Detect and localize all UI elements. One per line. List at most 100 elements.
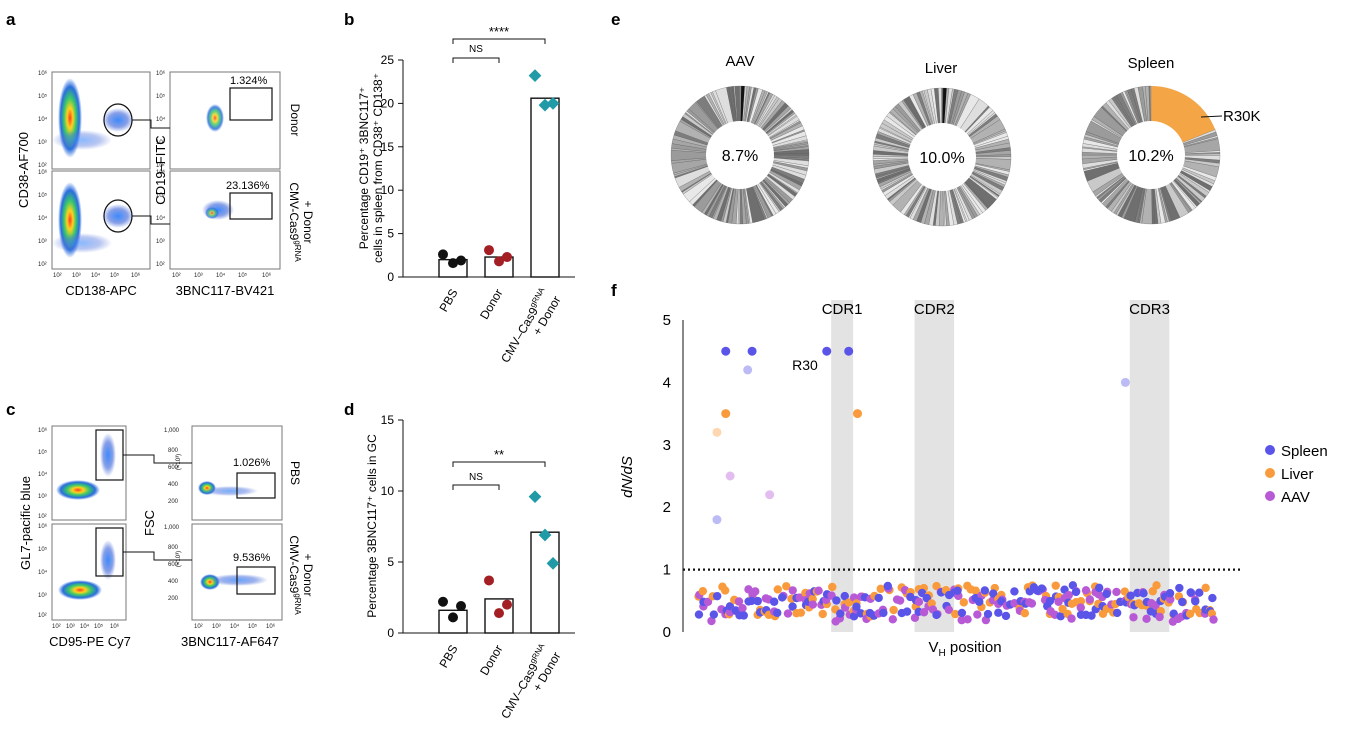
flow-a-ytick: 10⁴ <box>156 116 166 123</box>
data-point-aav <box>1166 595 1175 604</box>
data-point-spleen <box>983 609 993 619</box>
flow-c-fsc-tick: 200 <box>168 596 179 602</box>
donut-slice <box>1150 85 1152 156</box>
data-point-spleen <box>712 591 722 601</box>
data-point-liver <box>951 609 960 619</box>
data-point-spleen <box>773 608 782 618</box>
data-point-aav <box>1142 614 1151 624</box>
data-point-d <box>494 608 504 619</box>
data-point-aav <box>808 600 818 609</box>
chart-d-ytick-label: 10 <box>381 484 395 498</box>
data-point-b <box>494 256 504 267</box>
data-point-b <box>528 69 542 82</box>
flow-c-plot-left-top <box>51 425 127 521</box>
flow-c-xtick: 10⁶ <box>266 623 276 630</box>
data-point-aav <box>1085 595 1095 604</box>
data-point-spleen <box>844 346 854 356</box>
flow-c-xtick: 10² <box>194 624 203 630</box>
data-point-liver <box>959 598 969 607</box>
data-point-liver <box>1051 581 1060 590</box>
data-point-spleen <box>743 365 753 375</box>
data-point-spleen <box>989 589 998 598</box>
panel-label-f: f <box>611 281 617 300</box>
flow-c-ytick: 10² <box>38 613 47 619</box>
flow-c-xtick: 10³ <box>66 624 75 630</box>
flow-c-gate-rect-bottom <box>236 566 276 595</box>
chart-d-ylabel: Percentage 3BNC117⁺ cells in GC <box>365 434 379 618</box>
chart-f-ytick-label: 0 <box>663 624 671 641</box>
flow-a-xtick: 10⁵ <box>110 272 120 279</box>
chart-f-ytick-label: 4 <box>663 374 671 391</box>
data-point-spleen <box>769 597 779 606</box>
flow-a-xtick: 10² <box>172 273 181 279</box>
flow-a-ytick: 10³ <box>156 239 165 245</box>
flow-c-fsc-tick: 1,000 <box>164 428 180 434</box>
data-point-spleen <box>957 608 967 618</box>
chart-d-sig-outer: ** <box>494 447 504 462</box>
data-point-liver <box>773 585 783 594</box>
data-point-spleen <box>1094 583 1104 593</box>
data-point-spleen <box>747 346 757 356</box>
chart-d-sig-bracket-outer <box>452 461 546 467</box>
flow-a-ytick: 10⁶ <box>38 70 48 77</box>
data-point-aav <box>703 597 713 607</box>
chart-f-ytick-label: 2 <box>663 499 671 516</box>
flow-a-ytick: 10³ <box>38 140 47 146</box>
data-point-aav <box>1155 612 1164 622</box>
chart-d-ytick-label: 0 <box>387 626 394 640</box>
data-point-liver <box>720 586 730 595</box>
flow-a-connector-top <box>132 119 170 129</box>
flow-c-connector-bottom <box>123 551 192 561</box>
data-point-liver <box>889 605 898 615</box>
data-point-liver <box>782 582 791 591</box>
data-point-spleen <box>849 612 859 621</box>
flow-a-ytick: 10⁵ <box>38 93 48 100</box>
chart-d-sig-bracket-inner <box>452 484 500 490</box>
data-point-aav <box>725 471 735 481</box>
data-point-aav <box>788 586 797 595</box>
data-point-b <box>484 245 494 256</box>
flow-a-row2-label-line2: + Donor <box>301 200 315 243</box>
flow-c-fsc-tick: 600 <box>168 562 179 568</box>
donut-hole-spleen <box>1117 121 1185 189</box>
data-point-spleen <box>840 591 849 601</box>
legend-marker-liver <box>1265 468 1275 478</box>
data-point-b <box>438 249 448 260</box>
flow-c-fsc-tick: 600 <box>168 465 179 471</box>
flow-c-ytick: 10⁴ <box>38 471 48 478</box>
flow-c-fsc-tick: 800 <box>168 448 179 454</box>
chart-b-xtick-0: PBS <box>436 287 460 315</box>
flow-a-row2-label: CMV-Cas9gRNA <box>287 182 302 262</box>
flow-c-density-left <box>56 433 116 600</box>
flow-c-plot-left-bottom <box>51 523 127 621</box>
chart-b-ytick-label: 5 <box>387 227 394 241</box>
flow-c-density-right <box>198 481 268 590</box>
flow-c-ytick: 10³ <box>38 494 47 500</box>
data-point-b <box>456 255 466 266</box>
flow-a-plot-left-bottom <box>51 170 151 270</box>
data-point-spleen <box>1139 589 1148 598</box>
flow-a-ytick: 10⁶ <box>156 70 166 77</box>
data-point-spleen <box>1102 589 1111 599</box>
bar-d-1 <box>484 598 514 634</box>
chart-d-xtick-0: PBS <box>436 643 460 671</box>
flow-c-xtick: 10⁵ <box>94 623 104 630</box>
flow-c-scale-note: (×10³) <box>176 454 182 470</box>
donut-hole-liver <box>908 123 976 191</box>
flow-c-fsc-tick: 400 <box>168 579 179 585</box>
chart-d-ytick-label: 15 <box>381 413 395 427</box>
flow-c-pct-bottom: 9.536% <box>233 552 271 564</box>
chart-b-ytick-label: 10 <box>381 183 395 197</box>
data-point-spleen <box>1178 597 1187 607</box>
flow-c-xtick: 10² <box>52 624 61 630</box>
donut-callout-label: R30K <box>1223 108 1261 125</box>
flow-a-xtick: 10⁶ <box>131 272 141 279</box>
data-point-liver <box>1020 608 1030 618</box>
flow-c-gate-rect-top <box>236 472 276 499</box>
data-point-d <box>538 528 552 542</box>
data-point-aav <box>1076 603 1085 612</box>
flow-a-left-xlabel: CD138-APC <box>65 283 137 298</box>
data-point-spleen <box>953 586 962 595</box>
flow-a-ytick: 10² <box>38 163 47 169</box>
chart-b-sig-outer: **** <box>489 24 509 39</box>
